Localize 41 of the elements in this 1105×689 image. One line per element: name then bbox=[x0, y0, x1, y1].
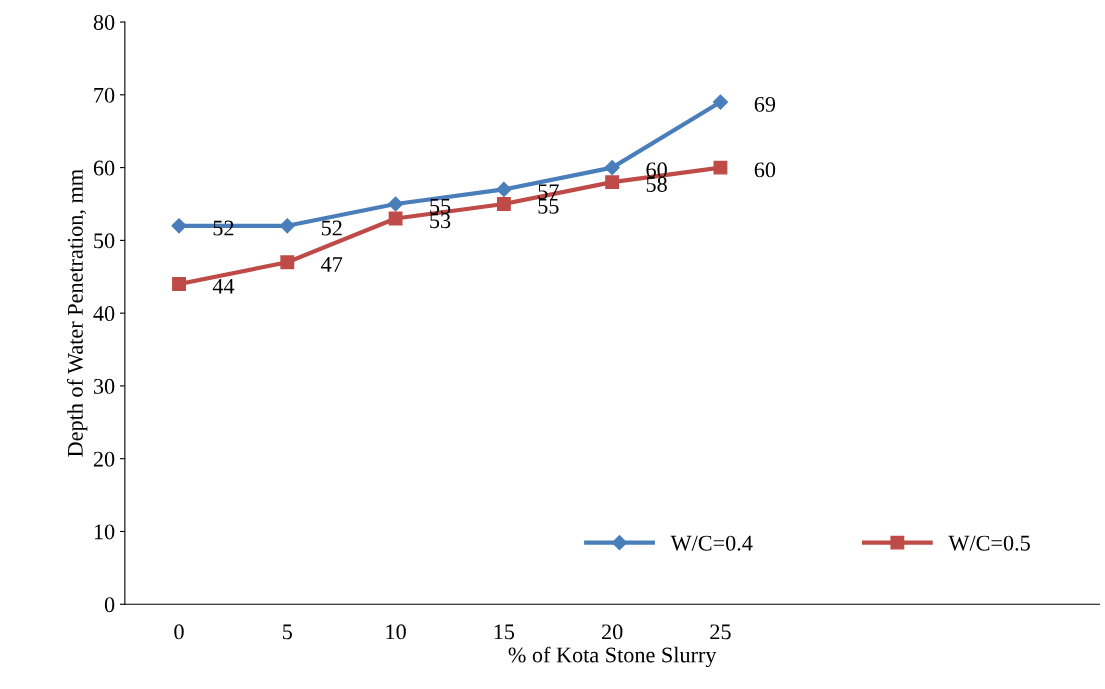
y-axis-title: Depth of Water Penetration, mm bbox=[66, 169, 88, 457]
x-tick-label: 25 bbox=[710, 624, 731, 640]
y-tick-label: 80 bbox=[93, 14, 115, 30]
data-label: 60 bbox=[754, 162, 776, 178]
x-tick-label: 5 bbox=[283, 624, 292, 640]
legend-label: W/C=0.5 bbox=[948, 535, 1030, 551]
point bbox=[496, 197, 511, 211]
y-tick-label: 40 bbox=[93, 306, 115, 322]
point bbox=[171, 218, 187, 234]
point bbox=[604, 160, 620, 176]
point bbox=[713, 160, 728, 175]
point bbox=[388, 196, 404, 212]
point bbox=[712, 94, 729, 110]
data-label: 69 bbox=[754, 96, 776, 112]
data-label: 53 bbox=[430, 213, 451, 229]
data-label: 44 bbox=[212, 278, 235, 294]
data-label: 60 bbox=[646, 162, 667, 178]
point bbox=[279, 218, 295, 234]
data-label: 55 bbox=[538, 198, 559, 214]
point bbox=[280, 255, 295, 270]
data-label: 47 bbox=[321, 257, 343, 272]
y-tick-label: 50 bbox=[94, 233, 115, 249]
point bbox=[388, 211, 403, 226]
y-tick-label: 70 bbox=[94, 87, 115, 103]
legend-label: W/C=0.4 bbox=[670, 535, 753, 551]
y-tick-label: 30 bbox=[93, 378, 115, 394]
x-tick-label: 15 bbox=[494, 624, 515, 640]
point bbox=[496, 181, 512, 198]
y-tick-label: 10 bbox=[94, 524, 115, 540]
point bbox=[172, 277, 186, 291]
data-label: 58 bbox=[646, 176, 667, 192]
point bbox=[605, 175, 620, 190]
x-tick-label: 10 bbox=[386, 624, 406, 640]
x-axis-title: % of Kota Stone Slurry bbox=[508, 646, 717, 668]
data-label: 52 bbox=[321, 220, 342, 236]
y-tick-label: 0 bbox=[104, 597, 115, 613]
y-tick-label: 60 bbox=[93, 160, 115, 176]
y-tick-label: 20 bbox=[93, 451, 115, 467]
x-tick-label: 20 bbox=[602, 624, 623, 640]
data-label: 55 bbox=[430, 198, 451, 214]
x-tick-label: 0 bbox=[174, 624, 184, 640]
